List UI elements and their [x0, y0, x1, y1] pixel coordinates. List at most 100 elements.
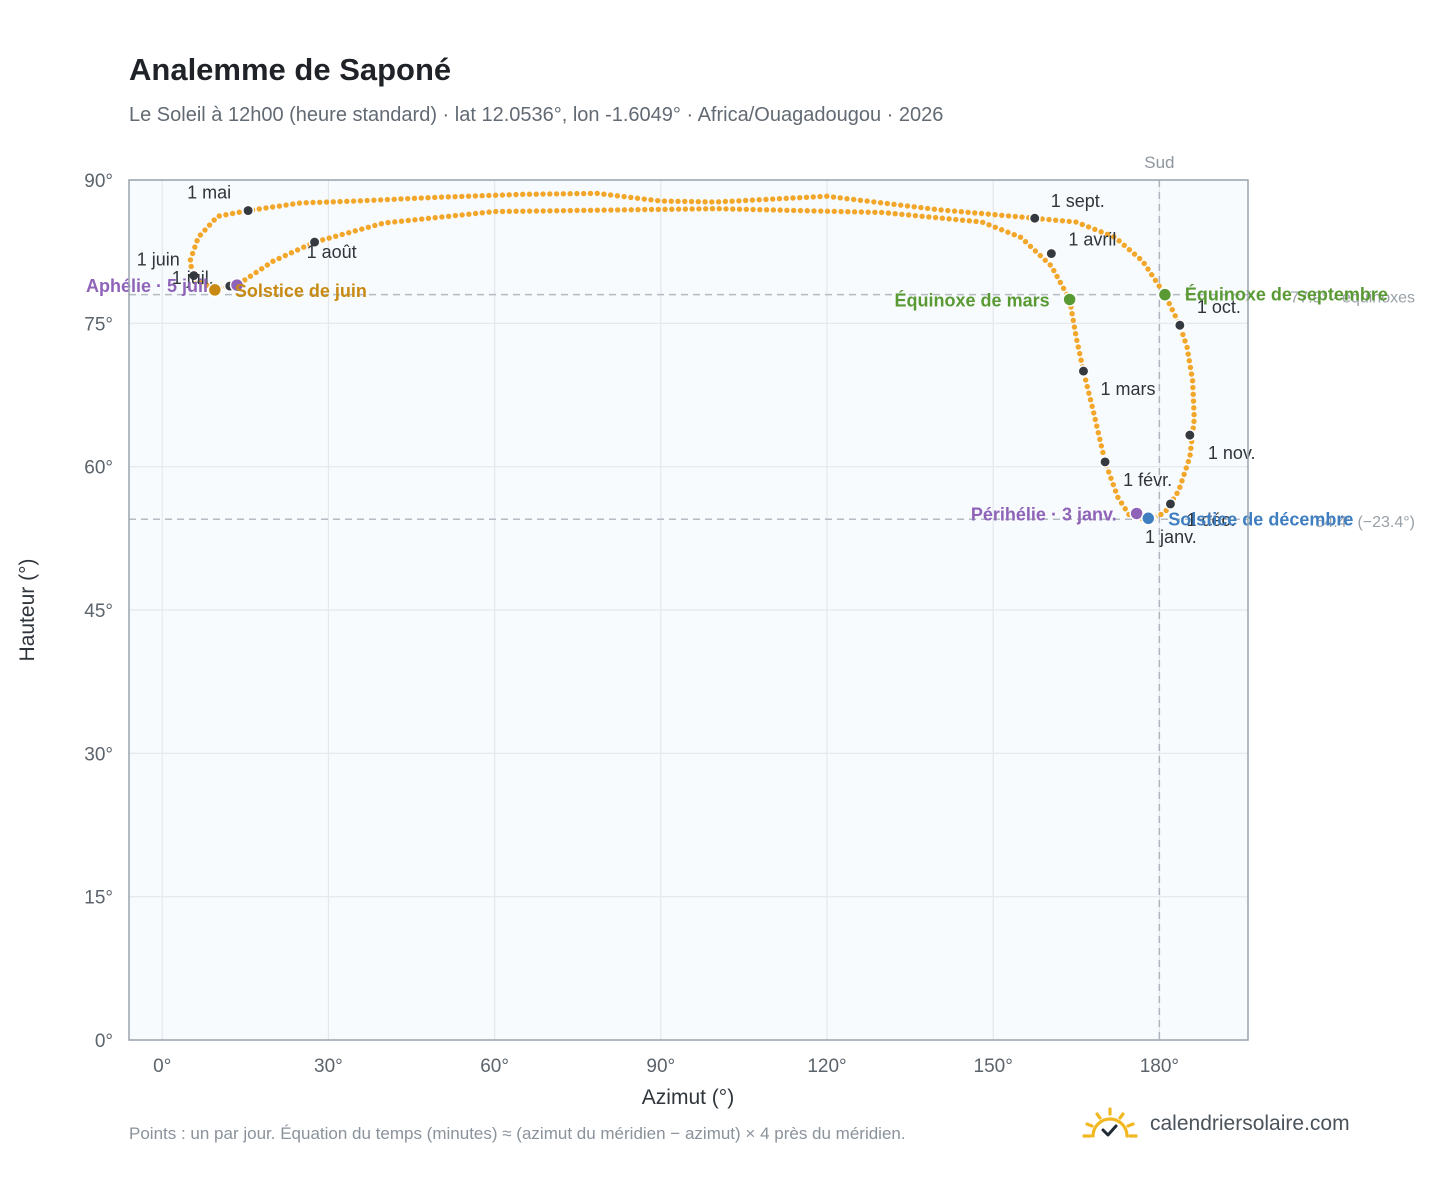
daily-sun-point	[1104, 231, 1111, 238]
daily-sun-point	[702, 199, 708, 205]
daily-sun-point	[662, 206, 668, 213]
daily-sun-point	[1012, 213, 1018, 220]
daily-sun-point	[716, 206, 722, 212]
key-point-marker	[1157, 287, 1173, 302]
analemma-daily-points	[187, 190, 1197, 522]
daily-sun-point	[350, 198, 357, 204]
daily-sun-point	[1086, 390, 1092, 396]
daily-sun-point	[926, 214, 932, 220]
daily-sun-point	[276, 255, 282, 262]
daily-sun-point	[229, 210, 236, 217]
daily-sun-point	[1047, 262, 1053, 268]
daily-sun-point	[688, 198, 695, 205]
daily-sun-point	[818, 208, 824, 214]
daily-sun-point	[574, 207, 580, 214]
daily-sun-point	[1097, 436, 1103, 442]
daily-sun-point	[938, 207, 944, 213]
daily-sun-point	[899, 211, 905, 218]
daily-sun-point	[384, 196, 391, 203]
daily-sun-point	[1111, 234, 1117, 240]
daily-sun-point	[1037, 252, 1044, 259]
daily-sun-point	[594, 190, 600, 197]
daily-sun-point	[206, 222, 213, 228]
daily-sun-point	[547, 208, 553, 214]
daily-sun-point	[405, 217, 411, 224]
daily-sun-point	[661, 198, 668, 204]
daily-sun-point	[999, 212, 1005, 218]
daily-sun-point	[1110, 481, 1116, 488]
daily-sun-point	[1092, 416, 1098, 423]
daily-sun-point	[689, 206, 695, 212]
month-marker-label: 1 déc.	[1186, 510, 1235, 530]
month-marker	[1028, 212, 1041, 225]
daily-sun-point	[526, 208, 533, 214]
daily-sun-point	[432, 214, 438, 221]
daily-sun-point	[567, 191, 573, 197]
daily-sun-point	[317, 199, 323, 205]
daily-sun-point	[319, 237, 326, 243]
daily-sun-point	[803, 194, 810, 201]
daily-sun-point	[865, 209, 871, 215]
daily-sun-point	[197, 232, 204, 238]
daily-sun-point	[824, 193, 830, 199]
daily-sun-point	[1190, 391, 1196, 398]
daily-sun-point	[1122, 506, 1128, 512]
brand[interactable]: calendriersolaire.com	[1082, 1102, 1350, 1146]
daily-sun-point	[669, 206, 675, 212]
daily-sun-point	[877, 200, 884, 206]
chart-subtitle: Le Soleil à 12h00 (heure standard) · lat…	[129, 104, 944, 126]
daily-sun-point	[945, 207, 951, 214]
daily-sun-point	[797, 194, 803, 201]
daily-sun-point	[1189, 378, 1196, 384]
daily-sun-point	[533, 191, 539, 197]
chart-title: Analemme de Saponé	[129, 52, 452, 87]
daily-sun-point	[607, 192, 614, 198]
daily-sun-point	[574, 190, 580, 197]
daily-sun-point	[756, 197, 762, 203]
axis-tick-labels: 0° 30° 60° 90° 120° 150° 180° 0° 15° 30° 45° 60° 75°…	[84, 171, 1179, 1077]
x-tick-label: 180°	[1140, 1056, 1179, 1077]
month-marker-label: 1 sept.	[1051, 191, 1105, 211]
daily-sun-point	[204, 282, 210, 288]
daily-sun-point	[959, 217, 966, 223]
daily-sun-point	[301, 244, 307, 250]
key-point-label: Équinoxe de septembre	[1185, 284, 1388, 305]
daily-sun-point	[1115, 494, 1121, 501]
daily-sun-point	[1074, 337, 1080, 344]
month-marker	[308, 236, 321, 249]
daily-sun-point	[365, 224, 372, 230]
daily-sun-point	[810, 194, 816, 200]
daily-sun-point	[1182, 338, 1188, 344]
daily-sun-point	[1184, 344, 1190, 351]
daily-sun-point	[1060, 285, 1067, 292]
daily-sun-point	[1185, 458, 1192, 465]
daily-sun-point	[770, 207, 777, 213]
daily-sun-point	[845, 208, 851, 215]
daily-sun-point	[1092, 226, 1098, 233]
daily-sun-point	[303, 200, 309, 206]
daily-sun-point	[242, 277, 248, 283]
daily-sun-point	[405, 195, 411, 202]
key-point-label: Solstice de décembre	[1168, 509, 1353, 529]
daily-sun-point	[288, 250, 295, 256]
daily-sun-point	[1136, 255, 1143, 262]
daily-sun-point	[385, 219, 391, 226]
daily-sun-point	[344, 198, 350, 205]
daily-sun-point	[1191, 418, 1197, 425]
daily-sun-point	[953, 216, 959, 223]
daily-sun-point	[466, 211, 472, 217]
brand-name[interactable]: calendriersolaire.com	[1150, 1112, 1350, 1135]
daily-sun-point	[202, 227, 208, 233]
daily-sun-point	[371, 197, 377, 203]
daily-sun-point	[1098, 443, 1105, 449]
daily-sun-point	[339, 231, 345, 238]
daily-sun-point	[1179, 478, 1185, 484]
footnote: Points : un par jour. Équation du temps …	[129, 1124, 906, 1143]
daily-sun-point	[838, 208, 844, 215]
daily-sun-point	[1156, 283, 1162, 289]
daily-sun-point	[601, 207, 607, 213]
daily-sun-point	[736, 198, 742, 204]
daily-sun-point	[438, 194, 445, 200]
daily-sun-point	[682, 198, 688, 205]
